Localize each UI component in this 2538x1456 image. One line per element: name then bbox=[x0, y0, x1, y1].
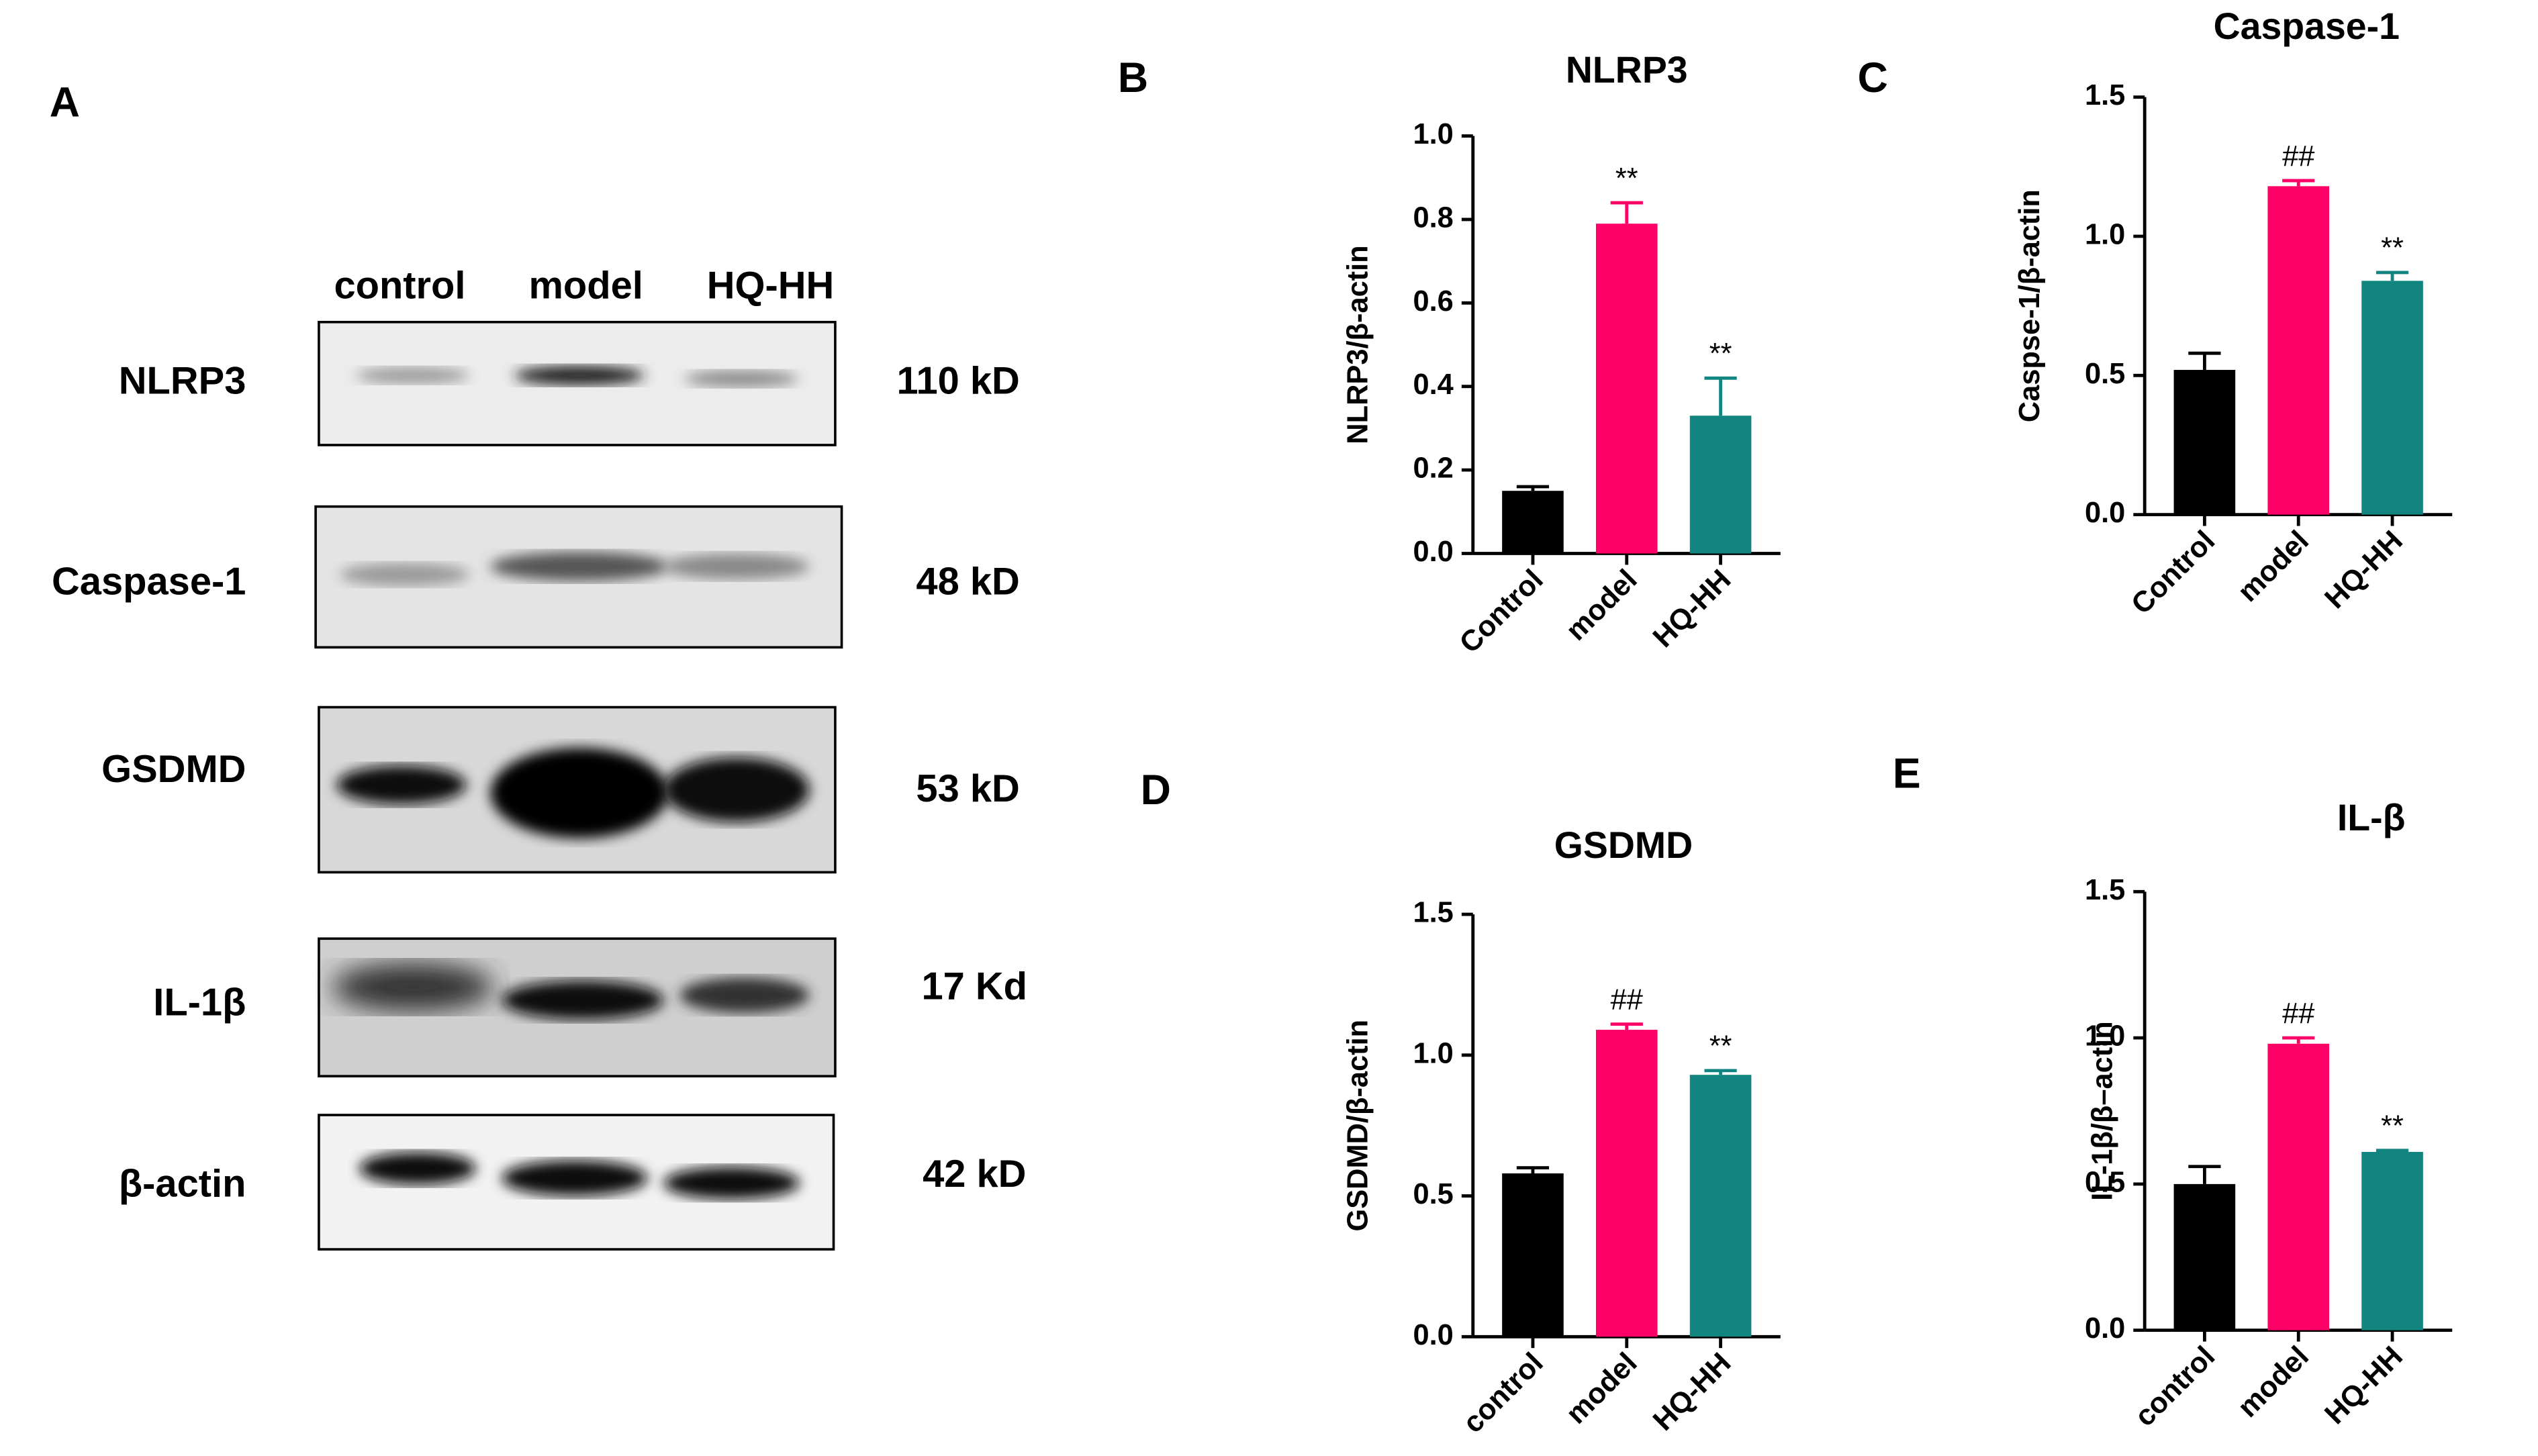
x-tick-label: Control bbox=[2125, 525, 2221, 621]
protein-label: IL-1β bbox=[153, 981, 246, 1024]
chart-title: GSDMD bbox=[1554, 824, 1693, 866]
bar bbox=[1502, 1173, 1564, 1337]
western-blot: A control model HQ-HH NLRP3 110 kD Caspa… bbox=[50, 79, 1027, 1251]
y-tick-label: 0.5 bbox=[2085, 358, 2125, 390]
protein-label: Caspase-1 bbox=[52, 561, 246, 603]
band bbox=[514, 365, 645, 385]
y-tick-label: 1.0 bbox=[1413, 1037, 1454, 1069]
size-label: 48 kD bbox=[916, 561, 1019, 603]
y-tick-label: 0.0 bbox=[2085, 1312, 2125, 1345]
chart-title: Caspase-1 bbox=[2214, 5, 2400, 47]
significance-mark: ** bbox=[2381, 232, 2404, 264]
bar bbox=[2361, 1151, 2423, 1330]
bar-chart: E IL-β IL-1β/β–actin 0.0 0.5 1.0 1.5 control mod… bbox=[1893, 750, 2453, 1433]
band bbox=[490, 747, 669, 838]
y-tick-label: 0.4 bbox=[1413, 369, 1454, 401]
bar bbox=[1689, 1075, 1752, 1337]
y-tick-label: 1.0 bbox=[2085, 218, 2125, 250]
y-tick-label: 0.5 bbox=[1413, 1178, 1454, 1210]
lane-label: control bbox=[334, 264, 465, 307]
bar-chart: D GSDMD GSDMD/β-actin 0.0 0.5 1.0 1.5 control mo… bbox=[1141, 767, 1781, 1439]
y-tick-label: 0.6 bbox=[1413, 285, 1454, 318]
significance-mark: ** bbox=[1709, 338, 1732, 370]
size-label: 17 Kd bbox=[921, 965, 1027, 1008]
panel-label: A bbox=[50, 79, 80, 126]
bar bbox=[1689, 416, 1752, 554]
y-axis-label: NLRP3/β-actin bbox=[1342, 245, 1374, 444]
y-tick-label: 0.0 bbox=[1413, 536, 1454, 568]
band bbox=[332, 963, 494, 1012]
y-tick-label: 0.0 bbox=[1413, 1319, 1454, 1351]
panel-label: E bbox=[1893, 750, 1921, 797]
y-tick-label: 1.5 bbox=[2085, 874, 2125, 906]
x-tick-label: HQ-HH bbox=[2318, 525, 2408, 615]
bar bbox=[1595, 224, 1658, 554]
band bbox=[359, 1152, 476, 1185]
band bbox=[663, 553, 810, 580]
size-label: 42 kD bbox=[923, 1153, 1026, 1196]
bar bbox=[1595, 1030, 1658, 1337]
size-label: 110 kD bbox=[896, 360, 1019, 403]
protein-label: GSDMD bbox=[101, 748, 246, 791]
y-tick-label: 0.0 bbox=[2085, 497, 2125, 529]
band bbox=[679, 977, 810, 1014]
chart-title: NLRP3 bbox=[1566, 49, 1688, 91]
panel-label: B bbox=[1118, 54, 1148, 101]
band bbox=[663, 1167, 800, 1200]
bar bbox=[2267, 1043, 2330, 1330]
y-tick-label: 1.5 bbox=[2085, 79, 2125, 111]
x-tick-label: model bbox=[1560, 1347, 1643, 1430]
y-tick-label: 1.5 bbox=[1413, 897, 1454, 929]
y-axis-label: Caspse-1/β-actin bbox=[2014, 189, 2046, 422]
significance-mark: ** bbox=[1709, 1030, 1732, 1063]
bar-chart: C Caspase-1 Caspse-1/β-actin 0.0 0.5 1.0 1.5 Co… bbox=[1858, 5, 2453, 621]
x-tick-label: model bbox=[2232, 1341, 2315, 1424]
bar bbox=[2267, 186, 2330, 515]
x-tick-label: HQ-HH bbox=[2318, 1341, 2408, 1430]
x-tick-label: model bbox=[2232, 525, 2315, 608]
band bbox=[340, 563, 470, 586]
bar bbox=[2361, 281, 2423, 515]
x-tick-label: control bbox=[1457, 1347, 1550, 1439]
size-label: 53 kD bbox=[916, 767, 1019, 810]
y-tick-label: 1.0 bbox=[1413, 118, 1454, 150]
lane-label: model bbox=[529, 264, 643, 307]
lane-label: HQ-HH bbox=[707, 264, 835, 307]
bar bbox=[1502, 491, 1564, 554]
chart-title: IL-β bbox=[2337, 797, 2406, 838]
significance-mark: ## bbox=[2282, 998, 2314, 1030]
x-tick-label: Control bbox=[1454, 563, 1550, 659]
significance-mark: ## bbox=[1611, 983, 1643, 1016]
protein-label: NLRP3 bbox=[119, 360, 246, 403]
significance-mark: ** bbox=[1615, 162, 1638, 195]
band bbox=[490, 552, 669, 581]
bar bbox=[2173, 1183, 2236, 1330]
band bbox=[356, 367, 470, 384]
x-tick-label: HQ-HH bbox=[1647, 1347, 1737, 1437]
band bbox=[663, 757, 810, 822]
bar bbox=[2173, 370, 2236, 515]
y-tick-label: 0.5 bbox=[2085, 1166, 2125, 1198]
protein-label: β-actin bbox=[119, 1162, 246, 1205]
x-tick-label: control bbox=[2128, 1341, 2221, 1433]
bar-chart: B NLRP3 NLRP3/β-actin 0.0 0.2 0.4 0.6 0.8 1.0 Con… bbox=[1118, 49, 1781, 659]
band bbox=[336, 765, 467, 805]
panel-label: D bbox=[1141, 767, 1171, 814]
y-axis-label: IL-1β/β–actin bbox=[2086, 1021, 2118, 1200]
x-tick-label: HQ-HH bbox=[1647, 563, 1737, 653]
significance-mark: ## bbox=[2282, 140, 2314, 173]
panel-label: C bbox=[1858, 54, 1888, 101]
y-tick-label: 0.2 bbox=[1413, 452, 1454, 485]
y-tick-label: 0.8 bbox=[1413, 201, 1454, 234]
band bbox=[684, 371, 798, 387]
band bbox=[502, 980, 664, 1020]
y-axis-label: GSDMD/β-actin bbox=[1342, 1020, 1374, 1232]
significance-mark: ** bbox=[2381, 1110, 2404, 1143]
band bbox=[502, 1160, 648, 1196]
x-tick-label: model bbox=[1560, 563, 1643, 646]
y-tick-label: 1.0 bbox=[2085, 1020, 2125, 1053]
